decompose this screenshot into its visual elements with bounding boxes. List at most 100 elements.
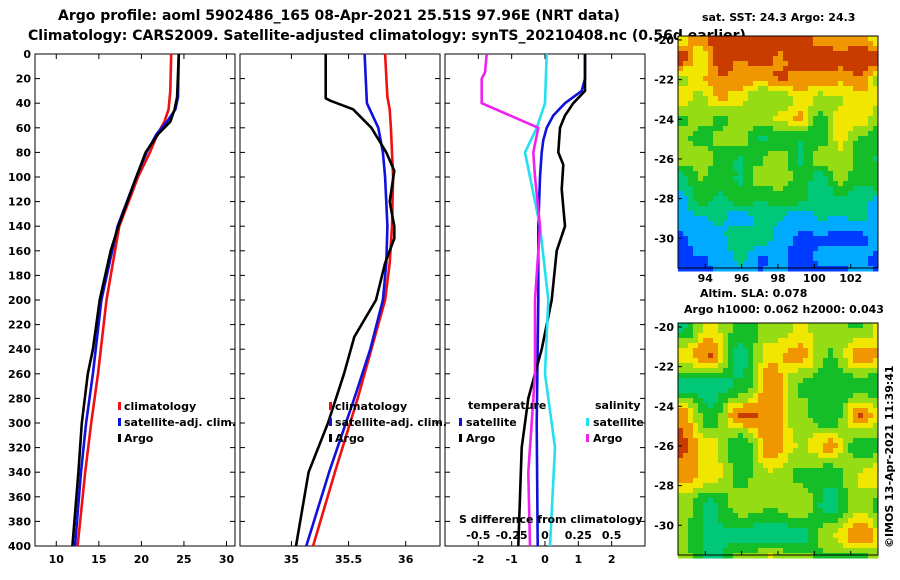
map-cell xyxy=(848,61,854,67)
map-cell xyxy=(808,261,814,267)
map-cell xyxy=(678,453,684,459)
map-cell xyxy=(823,141,829,147)
map-cell xyxy=(703,46,709,52)
map-cell xyxy=(698,438,704,444)
map-cell xyxy=(698,46,704,52)
map-cell xyxy=(868,363,874,369)
map-cell xyxy=(793,71,799,77)
map-cell xyxy=(748,41,754,47)
map-cell xyxy=(808,538,814,544)
map-cell xyxy=(763,56,769,62)
map-cell xyxy=(868,343,874,349)
map-cell xyxy=(678,543,684,549)
map-cell xyxy=(683,201,689,207)
map-cell xyxy=(813,428,819,434)
map-cell xyxy=(678,503,684,509)
map-cell xyxy=(713,328,719,334)
map-cell xyxy=(838,266,844,272)
map-cell xyxy=(758,191,764,197)
map-cell xyxy=(723,358,729,364)
map-cell xyxy=(743,61,749,67)
map-cell xyxy=(733,76,739,82)
map-cell xyxy=(783,488,789,494)
map-cell xyxy=(693,508,699,514)
map-cell xyxy=(853,86,859,92)
map-cell xyxy=(833,453,839,459)
map-cell xyxy=(863,261,869,267)
map-cell xyxy=(873,458,879,464)
map-cell xyxy=(678,548,684,554)
map-cell xyxy=(818,111,824,117)
map-cell xyxy=(798,71,804,77)
map-cell xyxy=(863,126,869,132)
map-cell xyxy=(763,111,769,117)
map-cell xyxy=(858,428,864,434)
map-cell xyxy=(873,513,879,519)
map-cell xyxy=(733,66,739,72)
map-cell xyxy=(798,211,804,217)
map-cell xyxy=(868,226,874,232)
map-cell xyxy=(708,438,714,444)
map-cell xyxy=(828,141,834,147)
map-cell xyxy=(763,418,769,424)
map-cell xyxy=(863,433,869,439)
map-cell xyxy=(838,61,844,67)
map-cell xyxy=(688,348,694,354)
map-cell xyxy=(693,418,699,424)
map-cell xyxy=(728,358,734,364)
map-cell xyxy=(773,261,779,267)
map-cell xyxy=(838,121,844,127)
map-cell xyxy=(693,368,699,374)
map-cell xyxy=(738,231,744,237)
map-cell xyxy=(688,176,694,182)
map-cell xyxy=(728,201,734,207)
map-cell xyxy=(768,438,774,444)
map-cell xyxy=(808,398,814,404)
map-cell xyxy=(678,333,684,339)
map-cell xyxy=(858,513,864,519)
map-cell xyxy=(778,186,784,192)
map-cell xyxy=(813,146,819,152)
map-cell xyxy=(798,101,804,107)
map-cell xyxy=(788,468,794,474)
map-cell xyxy=(738,266,744,272)
map-cell xyxy=(738,403,744,409)
map-cell xyxy=(733,363,739,369)
map-cell xyxy=(818,443,824,449)
map-cell xyxy=(858,468,864,474)
map-cell xyxy=(798,418,804,424)
map-cell xyxy=(798,443,804,449)
map-cell xyxy=(843,76,849,82)
map-cell xyxy=(793,433,799,439)
map-cell xyxy=(808,166,814,172)
map-cell xyxy=(693,433,699,439)
map-cell xyxy=(858,443,864,449)
map-cell xyxy=(708,171,714,177)
map-cell xyxy=(698,121,704,127)
x-tick-label: -1 xyxy=(506,553,518,566)
map-cell xyxy=(723,196,729,202)
map-cell xyxy=(698,458,704,464)
map-cell xyxy=(818,403,824,409)
map-cell xyxy=(743,493,749,499)
map-cell xyxy=(823,181,829,187)
map-cell xyxy=(683,498,689,504)
map-cell xyxy=(758,56,764,62)
map-cell xyxy=(788,478,794,484)
map-cell xyxy=(798,206,804,212)
map-cell xyxy=(698,508,704,514)
map-cell xyxy=(698,171,704,177)
map-cell xyxy=(858,378,864,384)
map-cell xyxy=(848,513,854,519)
map-cell xyxy=(833,136,839,142)
map-cell xyxy=(733,443,739,449)
map-cell xyxy=(718,403,724,409)
map-cell xyxy=(818,251,824,257)
map-cell xyxy=(723,418,729,424)
map-cell xyxy=(863,106,869,112)
map-cell xyxy=(833,363,839,369)
map-cell xyxy=(788,156,794,162)
map-cell xyxy=(728,76,734,82)
map-cell xyxy=(773,246,779,252)
map-cell xyxy=(863,323,869,329)
